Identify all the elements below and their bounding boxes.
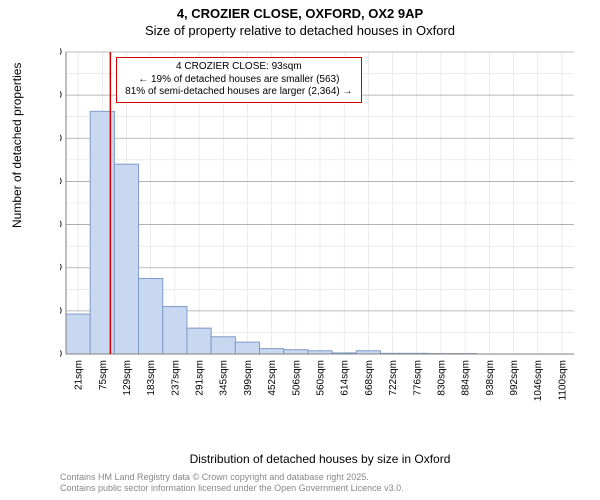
svg-text:0: 0 — [60, 349, 62, 360]
chart-area: 0 200 400 600 800 1000 1200 1400 21sqm 75sqm 129sq… — [60, 48, 580, 408]
svg-text:776sqm: 776sqm — [412, 360, 423, 396]
svg-text:938sqm: 938sqm — [485, 360, 496, 396]
svg-text:600: 600 — [60, 220, 62, 231]
marker-info-box: 4 CROZIER CLOSE: 93sqm ← 19% of detached… — [116, 57, 361, 103]
svg-text:1400: 1400 — [60, 48, 62, 58]
title-main: 4, CROZIER CLOSE, OXFORD, OX2 9AP — [0, 6, 600, 21]
info-box-line2: ← 19% of detached houses are smaller (56… — [125, 74, 352, 87]
svg-text:722sqm: 722sqm — [388, 360, 399, 396]
svg-text:75sqm: 75sqm — [98, 360, 109, 390]
svg-text:884sqm: 884sqm — [461, 360, 472, 396]
footer-text: Contains HM Land Registry data © Crown c… — [60, 472, 404, 495]
svg-text:129sqm: 129sqm — [122, 360, 133, 396]
svg-text:291sqm: 291sqm — [195, 360, 206, 396]
svg-text:992sqm: 992sqm — [509, 360, 520, 396]
svg-text:1200: 1200 — [60, 90, 62, 101]
x-axis-label: Distribution of detached houses by size … — [60, 452, 580, 466]
y-axis-label: Number of detached properties — [10, 63, 24, 228]
svg-text:614sqm: 614sqm — [340, 360, 351, 396]
svg-text:345sqm: 345sqm — [219, 360, 230, 396]
footer-line1: Contains HM Land Registry data © Crown c… — [60, 472, 404, 483]
title-sub: Size of property relative to detached ho… — [0, 23, 600, 38]
info-box-line1: 4 CROZIER CLOSE: 93sqm — [125, 61, 352, 74]
title-block: 4, CROZIER CLOSE, OXFORD, OX2 9AP Size o… — [0, 0, 600, 38]
chart-container: 4, CROZIER CLOSE, OXFORD, OX2 9AP Size o… — [0, 0, 600, 500]
svg-text:800: 800 — [60, 176, 62, 187]
info-box-line3: 81% of semi-detached houses are larger (… — [125, 86, 352, 99]
svg-text:830sqm: 830sqm — [436, 360, 447, 396]
svg-text:399sqm: 399sqm — [243, 360, 254, 396]
svg-text:452sqm: 452sqm — [267, 360, 278, 396]
svg-text:21sqm: 21sqm — [74, 360, 85, 390]
svg-text:1000: 1000 — [60, 133, 62, 144]
svg-text:560sqm: 560sqm — [316, 360, 327, 396]
svg-text:1100sqm: 1100sqm — [557, 360, 568, 400]
svg-text:1046sqm: 1046sqm — [533, 360, 544, 401]
svg-text:400: 400 — [60, 263, 62, 274]
svg-text:200: 200 — [60, 306, 62, 317]
svg-text:237sqm: 237sqm — [170, 360, 181, 396]
svg-text:183sqm: 183sqm — [146, 360, 157, 396]
footer-line2: Contains public sector information licen… — [60, 483, 404, 494]
svg-text:506sqm: 506sqm — [291, 360, 302, 396]
svg-text:668sqm: 668sqm — [364, 360, 375, 396]
